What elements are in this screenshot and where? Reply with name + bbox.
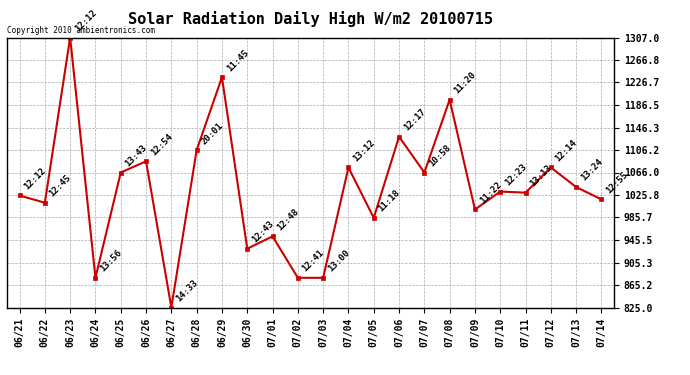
Text: 11:20: 11:20 xyxy=(453,70,477,96)
Text: Copyright 2010 ambientronics.com: Copyright 2010 ambientronics.com xyxy=(7,26,155,35)
Text: 13:13: 13:13 xyxy=(529,163,553,189)
Text: 12:55: 12:55 xyxy=(604,170,629,195)
Text: 13:00: 13:00 xyxy=(326,248,351,274)
Text: 12:23: 12:23 xyxy=(503,162,529,188)
Text: 11:22: 11:22 xyxy=(477,180,503,205)
Text: 12:48: 12:48 xyxy=(275,207,301,232)
Text: 12:45: 12:45 xyxy=(48,173,73,199)
Text: 13:24: 13:24 xyxy=(579,158,604,183)
Text: 13:12: 13:12 xyxy=(351,138,377,163)
Text: 14:33: 14:33 xyxy=(174,278,199,303)
Text: 12:43: 12:43 xyxy=(250,219,275,245)
Text: Solar Radiation Daily High W/m2 20100715: Solar Radiation Daily High W/m2 20100715 xyxy=(128,11,493,27)
Text: 13:43: 13:43 xyxy=(124,143,149,168)
Text: 12:17: 12:17 xyxy=(402,107,427,132)
Text: 12:14: 12:14 xyxy=(553,138,579,163)
Text: 12:41: 12:41 xyxy=(301,248,326,274)
Text: 11:45: 11:45 xyxy=(225,48,250,73)
Text: 12:12: 12:12 xyxy=(73,8,98,33)
Text: 12:12: 12:12 xyxy=(22,166,48,191)
Text: 10:58: 10:58 xyxy=(427,143,453,168)
Text: 20:01: 20:01 xyxy=(199,120,225,146)
Text: 11:18: 11:18 xyxy=(377,188,402,214)
Text: 13:56: 13:56 xyxy=(98,248,124,274)
Text: 12:54: 12:54 xyxy=(149,132,174,157)
